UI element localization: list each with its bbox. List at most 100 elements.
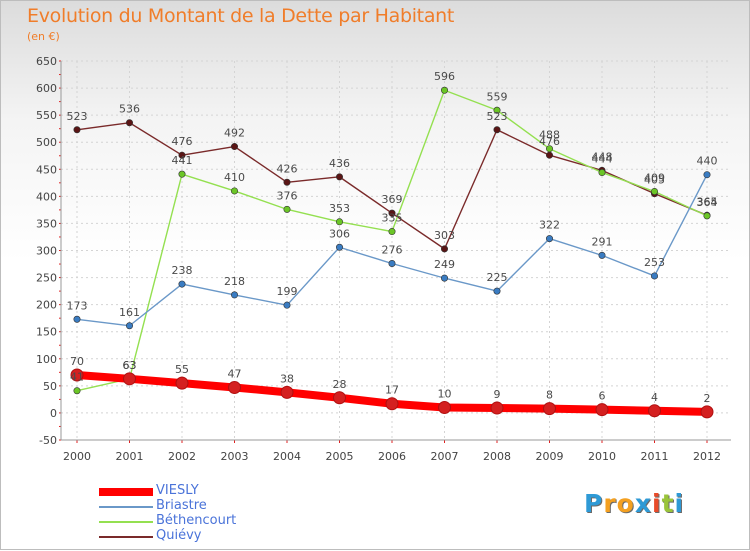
data-label: 476 — [172, 135, 193, 148]
series-point-0 — [700, 405, 714, 419]
data-label: 63 — [123, 359, 137, 372]
legend-swatch — [99, 536, 153, 538]
data-label: 70 — [70, 355, 84, 368]
data-label: 291 — [592, 235, 613, 248]
data-label: 440 — [697, 155, 718, 168]
series-point-2 — [335, 218, 343, 226]
series-point-1 — [703, 171, 711, 179]
series-point-1 — [231, 291, 239, 299]
data-label: 523 — [487, 110, 508, 123]
series-point-2 — [178, 170, 186, 178]
y-tick-label: 450 — [36, 163, 57, 176]
series-point-0 — [280, 385, 294, 399]
x-tick-label: 2000 — [63, 450, 91, 463]
series-point-2 — [231, 187, 239, 195]
data-label: 10 — [438, 388, 452, 401]
series-point-3 — [126, 119, 134, 127]
data-label: 369 — [382, 193, 403, 206]
y-tick-label: 650 — [36, 55, 57, 68]
data-label: 161 — [119, 306, 140, 319]
x-tick-label: 2010 — [588, 450, 616, 463]
x-tick-label: 2001 — [116, 450, 144, 463]
legend-swatch — [99, 506, 153, 508]
data-label: 41 — [70, 371, 84, 384]
series-point-2 — [650, 187, 658, 195]
y-tick-label: 200 — [36, 299, 57, 312]
x-tick-label: 2007 — [431, 450, 459, 463]
series-point-0 — [595, 403, 609, 417]
series-point-3 — [335, 173, 343, 181]
data-label: 303 — [434, 229, 455, 242]
series-point-0 — [175, 376, 189, 390]
data-label: 488 — [539, 129, 560, 142]
legend-swatch — [99, 521, 153, 523]
logo-letter: i — [674, 489, 685, 518]
data-label: 322 — [539, 219, 560, 232]
data-label: 6 — [599, 390, 606, 403]
y-tick-label: 0 — [50, 407, 57, 420]
logo-letter: o — [616, 489, 635, 518]
logo-letter: r — [603, 489, 617, 518]
data-label: 173 — [67, 299, 88, 312]
data-label: 441 — [172, 154, 193, 167]
data-label: 523 — [67, 110, 88, 123]
data-label: 436 — [329, 157, 350, 170]
series-point-0 — [385, 397, 399, 411]
series-point-0 — [123, 372, 136, 386]
data-label: 335 — [382, 212, 403, 225]
legend-label: Briastre — [156, 498, 207, 513]
series-point-0 — [70, 368, 84, 382]
series-point-1 — [440, 274, 448, 282]
data-label: 376 — [277, 189, 298, 202]
series-point-3 — [388, 209, 396, 217]
y-tick-label: 600 — [36, 82, 57, 95]
series-point-2 — [598, 169, 606, 177]
x-tick-label: 2002 — [168, 450, 196, 463]
y-tick-label: 50 — [43, 380, 57, 393]
data-label: 410 — [224, 171, 245, 184]
logo-letter: x — [634, 489, 652, 518]
data-label: 253 — [644, 256, 665, 269]
data-label: 218 — [224, 275, 245, 288]
legend-label: Quiévy — [156, 528, 202, 543]
series-point-3 — [73, 126, 81, 134]
data-label: 238 — [172, 264, 193, 277]
series-point-1 — [598, 251, 606, 259]
x-tick-label: 2012 — [693, 450, 721, 463]
logo-letter: P — [584, 489, 604, 518]
y-tick-label: 300 — [36, 245, 57, 258]
x-tick-label: 2006 — [378, 450, 406, 463]
data-label: 448 — [592, 150, 613, 163]
series-point-0 — [228, 380, 241, 394]
data-label: 9 — [494, 388, 501, 401]
data-label: 47 — [228, 367, 242, 380]
x-tick-label: 2003 — [221, 450, 249, 463]
series-point-0 — [333, 391, 346, 405]
data-label: 4 — [651, 391, 658, 404]
logo-letter: t — [661, 489, 675, 518]
series-point-3 — [493, 126, 501, 134]
y-tick-label: -50 — [39, 434, 57, 447]
series-point-3 — [545, 151, 553, 159]
y-tick-label: 250 — [36, 272, 57, 285]
data-label: 63 — [123, 359, 137, 372]
chart-title: Evolution du Montant de la Dette par Hab… — [27, 5, 455, 27]
proxiti-logo: Proxiti — [584, 489, 684, 518]
series-point-1 — [335, 243, 343, 251]
data-label: 409 — [644, 171, 665, 184]
data-label: 353 — [329, 202, 350, 215]
series-point-2 — [545, 145, 553, 153]
data-label: 249 — [434, 258, 455, 271]
series-point-1 — [388, 259, 396, 267]
chart-subtitle: (en €) — [27, 30, 60, 43]
series-point-3 — [283, 178, 291, 186]
data-label: 306 — [329, 227, 350, 240]
data-label: 536 — [119, 103, 140, 116]
y-tick-label: 100 — [36, 353, 57, 366]
data-label: 276 — [382, 243, 403, 256]
data-label: 476 — [539, 135, 560, 148]
series-point-3 — [440, 245, 448, 253]
series-point-2 — [388, 228, 396, 236]
